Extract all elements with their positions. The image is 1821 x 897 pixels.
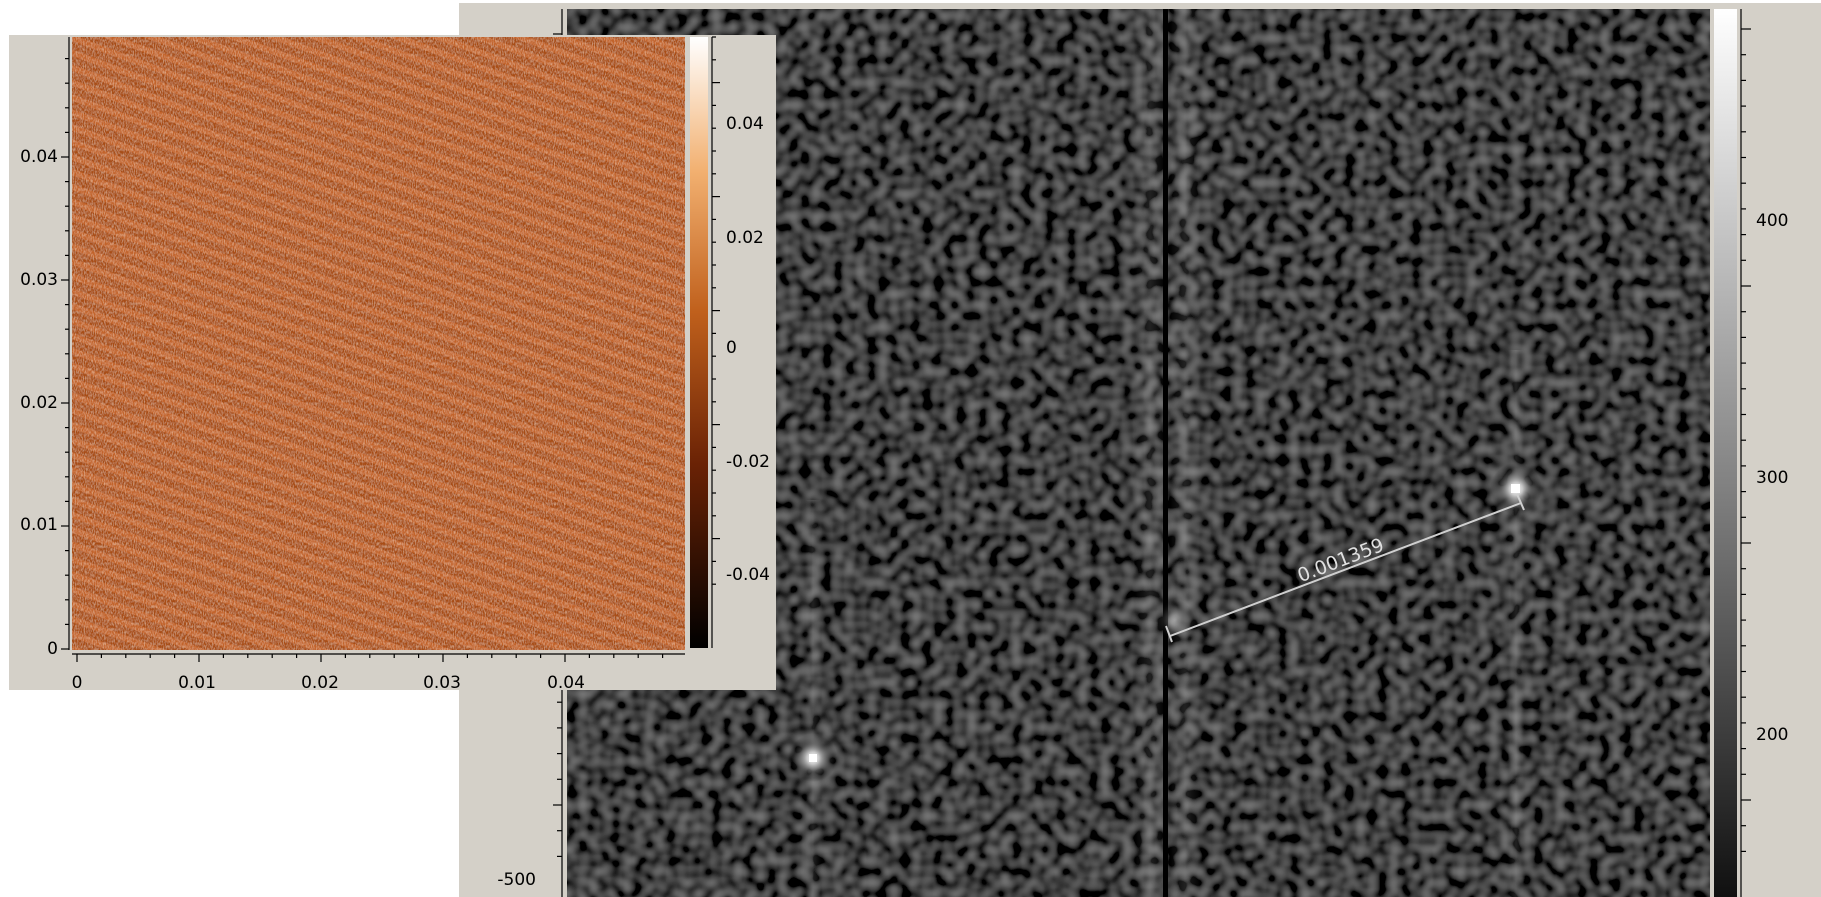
colorbar-label: 400 xyxy=(1756,211,1788,231)
peak xyxy=(809,754,817,762)
x-tick-label: 0.03 xyxy=(423,673,461,693)
y-tick-label: 0.02 xyxy=(20,393,58,413)
colorbar-label: 0.02 xyxy=(726,228,764,248)
streak xyxy=(1170,9,1200,897)
streak xyxy=(1508,350,1524,897)
y-tick-label: 0.04 xyxy=(20,147,58,167)
peak xyxy=(1511,484,1520,493)
y-tick-label: 0 xyxy=(47,639,58,659)
colorbar xyxy=(1714,9,1737,897)
streak xyxy=(805,500,821,897)
streak xyxy=(1135,9,1165,897)
y-tick-label: 0.03 xyxy=(20,270,58,290)
x-tick-label: 0.04 xyxy=(547,673,585,693)
y-tick-label: 0.01 xyxy=(20,515,58,535)
x-tick-label: 0.01 xyxy=(178,673,216,693)
afm-window: 0.04 0.02 0 -0.02 -0.04 0.04 0.03 0.02 0… xyxy=(9,34,776,693)
colorbar-label: 300 xyxy=(1756,468,1788,488)
colorbar-label: 0 xyxy=(726,338,737,358)
colorbar-label: -0.02 xyxy=(726,452,770,472)
y-tick-label: -500 xyxy=(497,870,536,890)
afm-image xyxy=(72,37,685,650)
colorbar-label: -0.04 xyxy=(726,565,770,585)
page: {"afm_window": { "y_ticks": ["0.04", "0.… xyxy=(0,0,1821,897)
colorbar-label: 200 xyxy=(1756,725,1788,745)
colorbar xyxy=(690,37,708,648)
screenshot: 0.001359 -500 400 300 200 0.04 0.02 0 -0… xyxy=(0,0,1821,897)
center-line xyxy=(1163,9,1168,897)
x-tick-label: 0 xyxy=(72,673,83,693)
x-tick-label: 0.02 xyxy=(301,673,339,693)
colorbar-label: 0.04 xyxy=(726,114,764,134)
